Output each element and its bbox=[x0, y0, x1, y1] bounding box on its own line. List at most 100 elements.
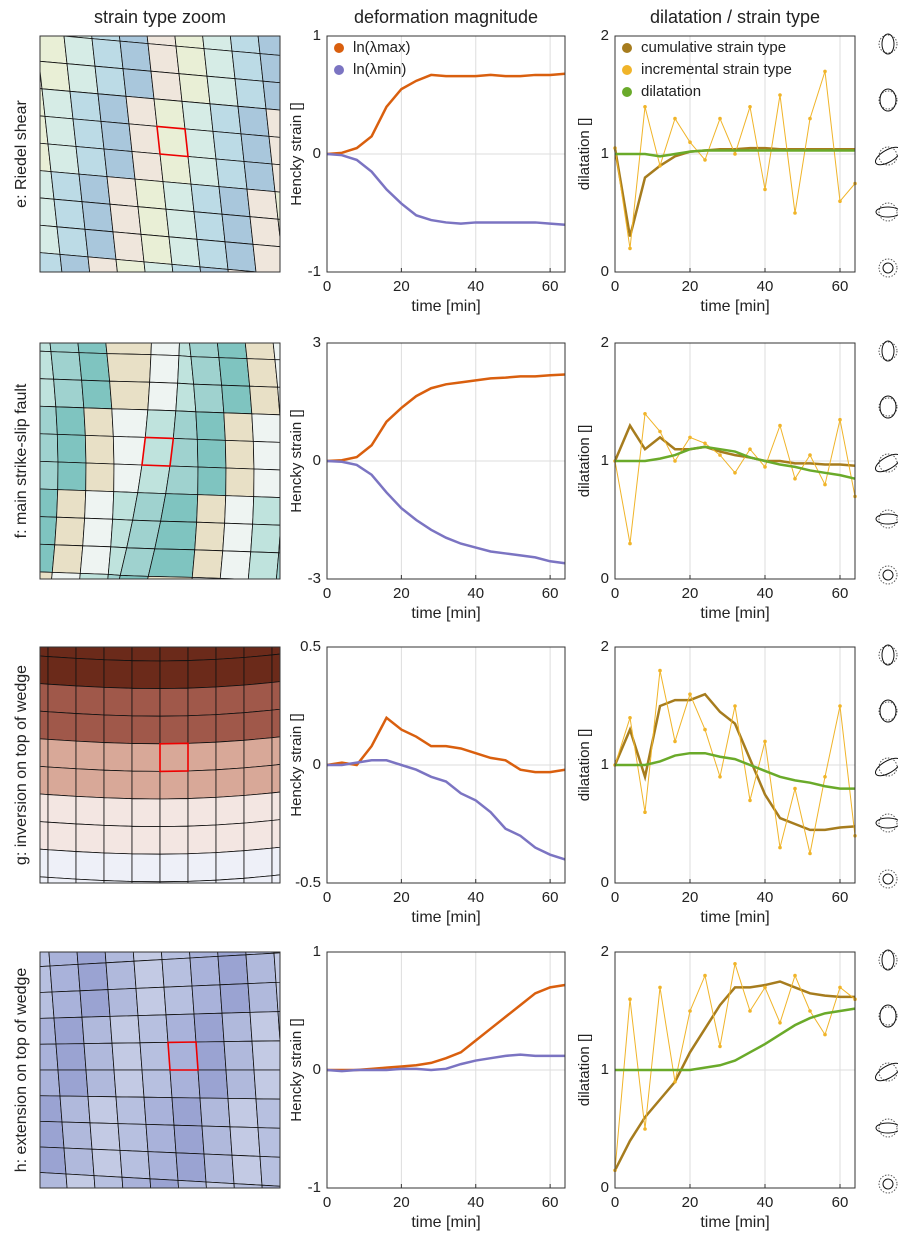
mesh-cell bbox=[221, 213, 254, 245]
mesh-cell bbox=[50, 351, 83, 381]
mesh-cell bbox=[193, 383, 225, 414]
x-tick-label: 60 bbox=[542, 889, 559, 906]
series-line bbox=[615, 751, 855, 790]
mesh-cell bbox=[274, 359, 280, 388]
mesh-cell bbox=[119, 1149, 151, 1180]
series-point bbox=[673, 1080, 677, 1084]
strain-ellipse bbox=[875, 1062, 898, 1082]
strain-ellipse bbox=[875, 757, 898, 777]
mesh-cell bbox=[40, 1120, 65, 1149]
mesh-cell bbox=[115, 1096, 147, 1125]
mesh-cell bbox=[119, 40, 152, 72]
tracked-cell bbox=[159, 742, 189, 773]
mesh-cell bbox=[103, 797, 133, 827]
x-tick-label: 0 bbox=[611, 1194, 619, 1211]
series-point bbox=[763, 985, 767, 990]
image-frame bbox=[39, 342, 281, 580]
x-tick-label: 60 bbox=[542, 1194, 559, 1211]
mesh-cell bbox=[78, 173, 111, 205]
y-tick-label: 2 bbox=[601, 638, 609, 655]
mesh-cell bbox=[69, 90, 102, 122]
legend-marker bbox=[622, 65, 632, 75]
ref-circle bbox=[878, 701, 898, 721]
mesh-cell bbox=[47, 143, 80, 175]
mesh-cell bbox=[50, 171, 83, 203]
mesh-cell bbox=[243, 847, 273, 879]
x-tick-label: 40 bbox=[467, 889, 484, 906]
x-tick-label: 0 bbox=[323, 1194, 331, 1211]
mesh-cell bbox=[205, 1181, 235, 1188]
mesh-cell bbox=[262, 80, 280, 111]
x-axis-label: time [min] bbox=[700, 909, 769, 926]
mesh-cell bbox=[277, 386, 280, 416]
mesh-cell bbox=[83, 407, 114, 437]
legend-label: cumulative strain type bbox=[641, 39, 786, 56]
mesh-cell bbox=[47, 849, 77, 880]
x-tick-label: 20 bbox=[682, 889, 699, 906]
mesh-cell bbox=[40, 36, 68, 65]
strain-ellipse bbox=[875, 146, 898, 166]
mesh-cell bbox=[77, 343, 108, 355]
strain-image bbox=[40, 36, 280, 272]
mesh-cell bbox=[40, 952, 51, 967]
mesh-cell bbox=[133, 959, 165, 989]
mesh-cell bbox=[197, 1069, 229, 1099]
axes-frame bbox=[614, 35, 856, 273]
mesh-cell bbox=[59, 1095, 91, 1124]
mesh-cell bbox=[212, 130, 245, 162]
mesh-cell bbox=[261, 1184, 280, 1188]
y-tick-label: 0 bbox=[601, 874, 609, 891]
mesh-cell bbox=[206, 75, 239, 107]
mesh-cell bbox=[40, 1172, 68, 1188]
mesh-cell bbox=[252, 496, 280, 526]
mesh-cell bbox=[125, 95, 158, 127]
series-point bbox=[748, 105, 752, 109]
mesh-cell bbox=[49, 963, 81, 993]
mesh-cell bbox=[75, 823, 105, 854]
strain-ellipse bbox=[879, 1004, 897, 1028]
mesh-cell bbox=[141, 1069, 173, 1099]
mesh-cell bbox=[271, 874, 280, 883]
y-tick-label: 0 bbox=[313, 145, 321, 162]
mesh-cell bbox=[252, 440, 280, 471]
mesh-cell bbox=[65, 1173, 96, 1188]
mesh-cell bbox=[229, 1126, 261, 1157]
mesh-cell bbox=[121, 1176, 152, 1188]
mesh-cell bbox=[147, 43, 180, 75]
mesh-cell bbox=[40, 460, 59, 491]
mesh-cell bbox=[243, 647, 273, 658]
series-line bbox=[326, 72, 566, 156]
x-tick-label: 0 bbox=[611, 278, 619, 295]
ref-circle bbox=[878, 258, 898, 278]
mesh-cell bbox=[147, 548, 196, 578]
mesh-cell bbox=[103, 824, 133, 855]
series-point bbox=[838, 417, 842, 422]
mesh-cell bbox=[118, 574, 149, 579]
mesh-cell bbox=[171, 263, 201, 272]
mesh-cell bbox=[117, 1123, 149, 1153]
series-line bbox=[326, 1053, 565, 1073]
y-tick-label: -1 bbox=[308, 1179, 321, 1196]
column-title: strain type zoom bbox=[94, 7, 226, 27]
y-tick-label: 1 bbox=[601, 452, 609, 469]
mesh-cell bbox=[122, 68, 155, 100]
tracked-cell bbox=[156, 125, 189, 158]
mesh-cell bbox=[105, 960, 137, 991]
mesh-cell bbox=[47, 683, 77, 714]
series-point bbox=[688, 1009, 692, 1013]
axes-frame bbox=[326, 646, 566, 884]
mesh-cell bbox=[246, 358, 279, 388]
tracked-cell bbox=[167, 1041, 199, 1071]
mesh-cell bbox=[150, 70, 183, 102]
mesh-cell bbox=[40, 647, 49, 657]
legend-label: dilatation bbox=[641, 83, 701, 100]
mesh-cell bbox=[53, 1016, 85, 1045]
mesh-cell bbox=[59, 253, 91, 272]
mesh-cell bbox=[187, 796, 217, 827]
mesh-cell bbox=[178, 343, 192, 358]
ref-circle bbox=[878, 202, 898, 222]
mesh-cell bbox=[156, 125, 189, 157]
mesh-cell bbox=[201, 1125, 233, 1156]
series-point bbox=[838, 985, 842, 990]
mesh-cell bbox=[257, 1127, 280, 1158]
